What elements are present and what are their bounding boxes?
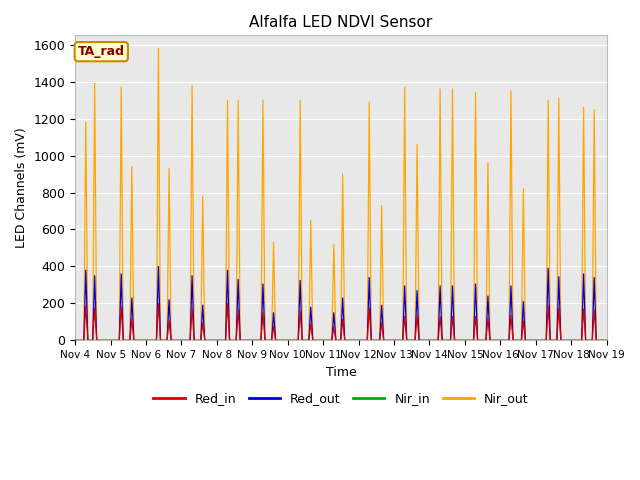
Y-axis label: LED Channels (mV): LED Channels (mV) <box>15 128 28 248</box>
X-axis label: Time: Time <box>326 366 356 379</box>
Text: TA_rad: TA_rad <box>78 45 125 58</box>
Legend: Red_in, Red_out, Nir_in, Nir_out: Red_in, Red_out, Nir_in, Nir_out <box>148 387 533 410</box>
Title: Alfalfa LED NDVI Sensor: Alfalfa LED NDVI Sensor <box>249 15 433 30</box>
